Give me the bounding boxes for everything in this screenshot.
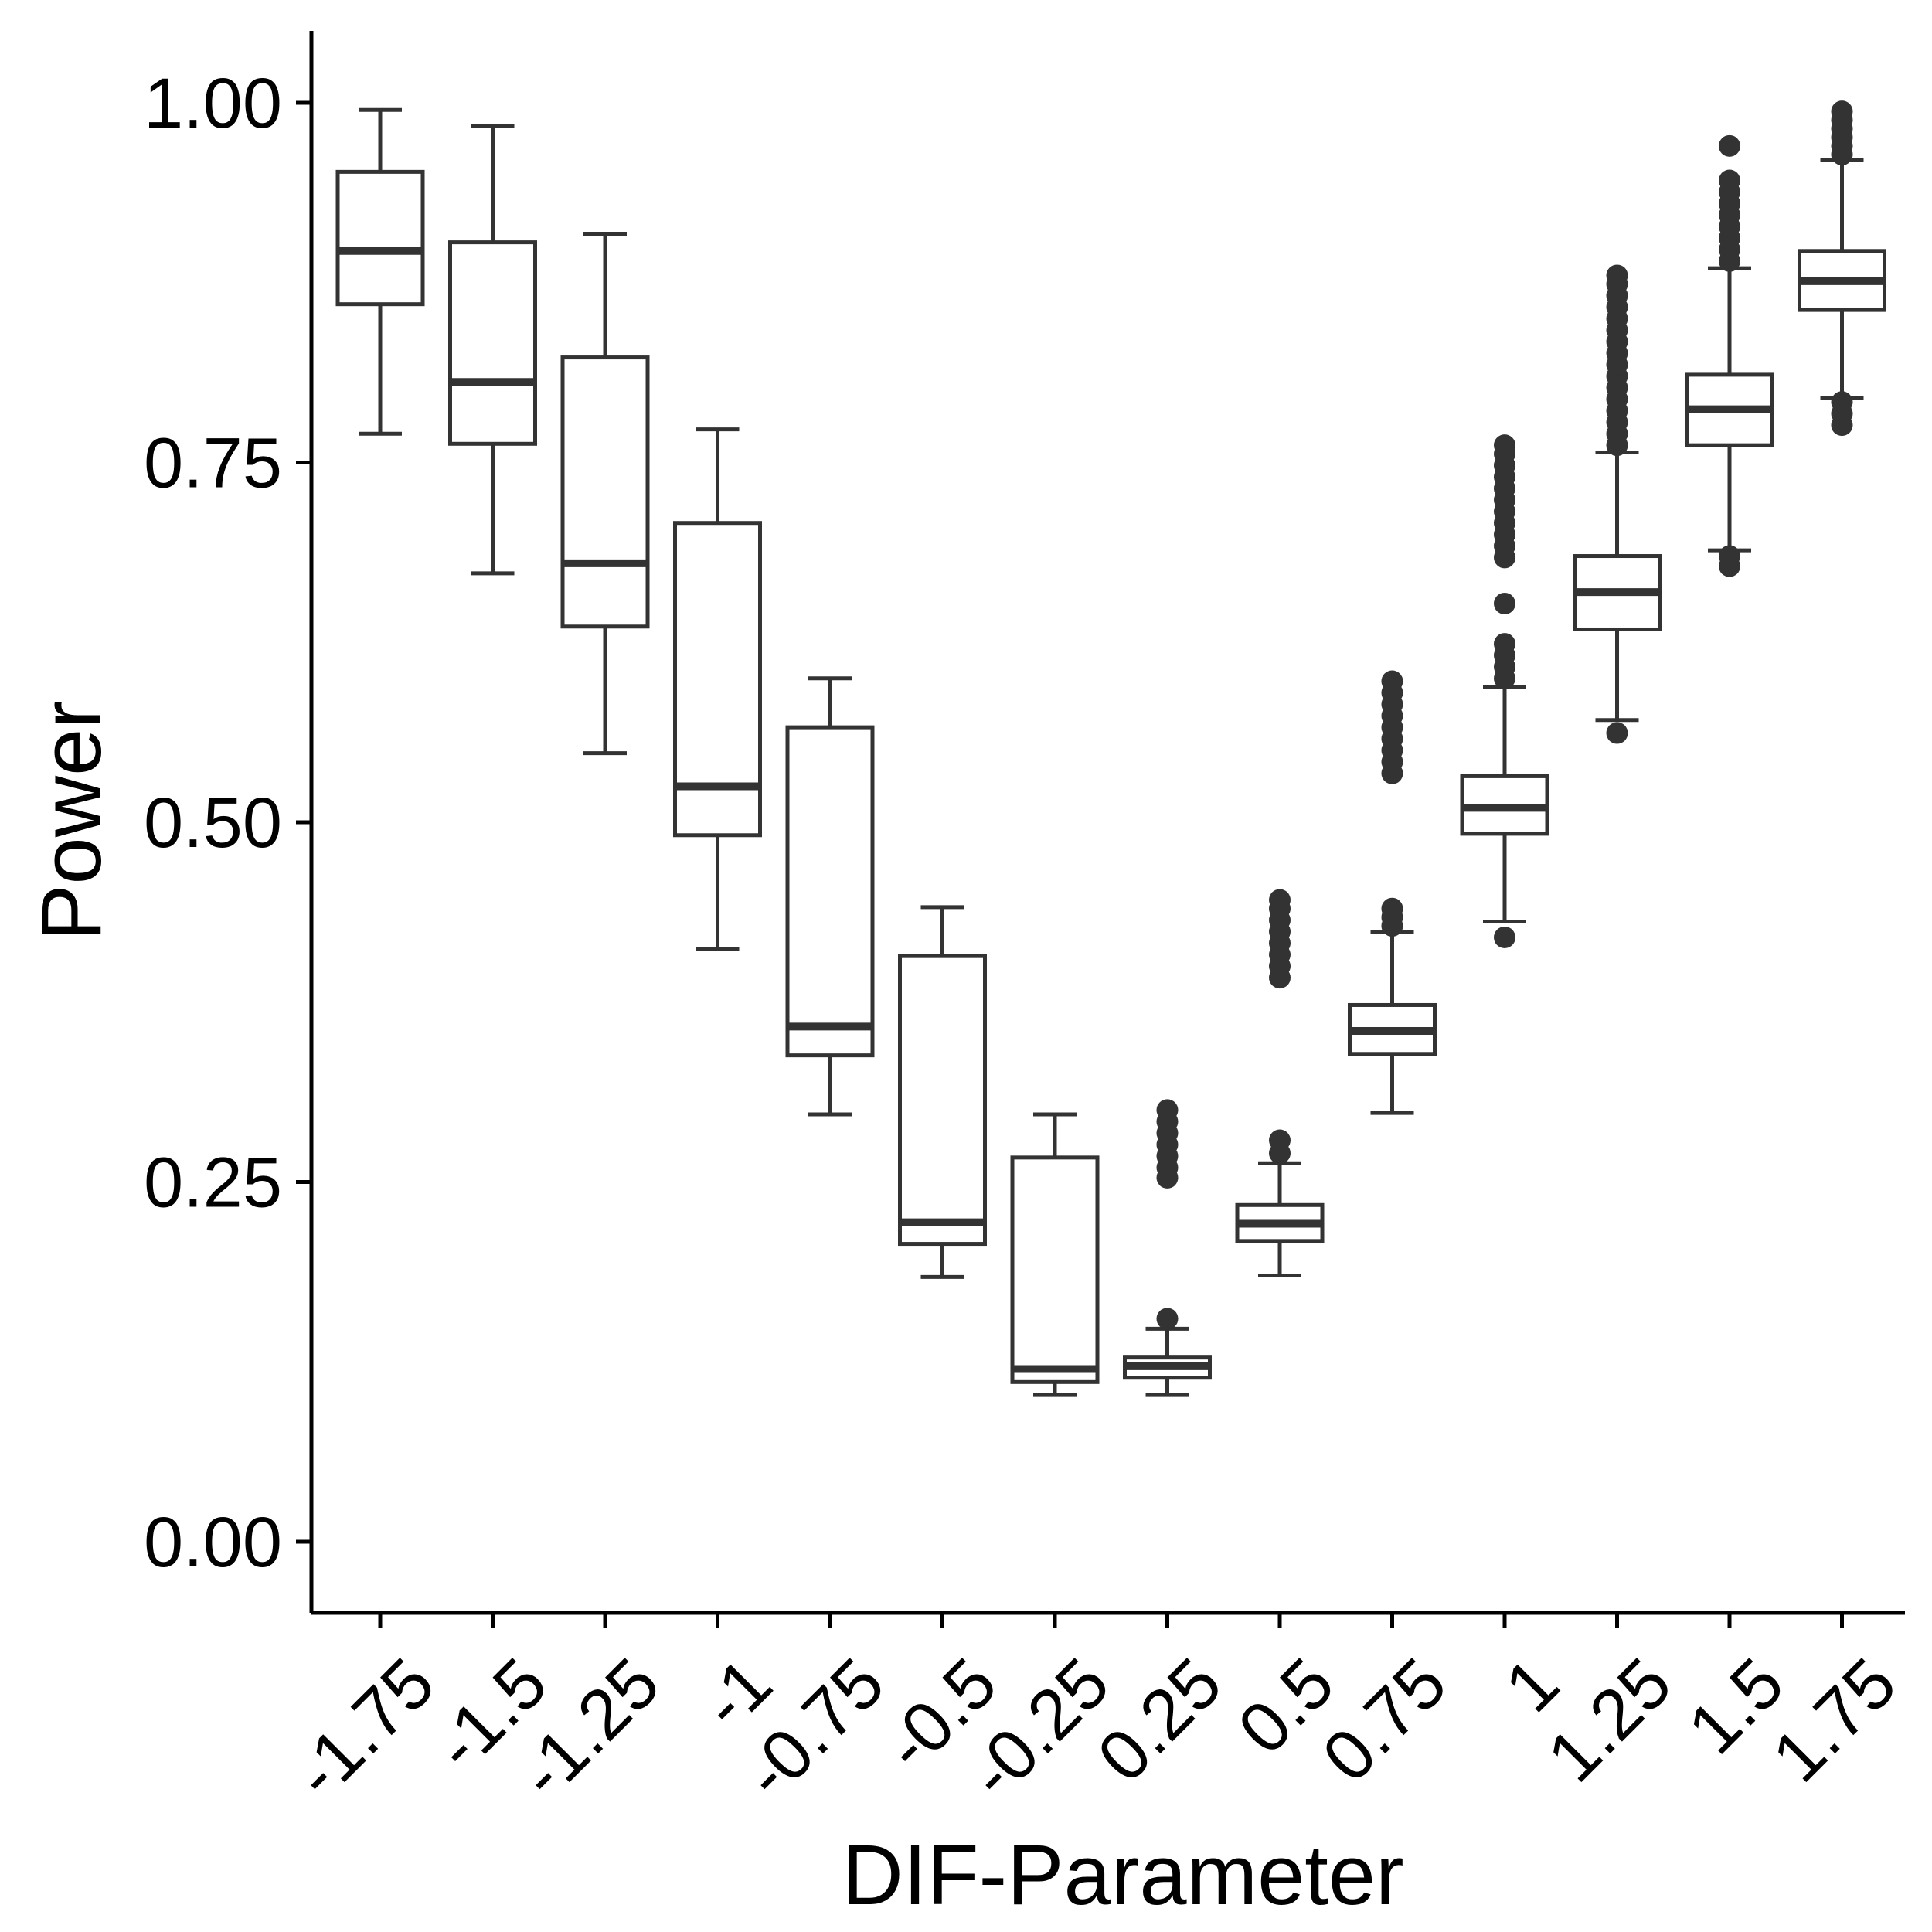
outlier-point [1381,670,1403,692]
box-group-0 [335,107,425,436]
box-group-13 [1798,100,1886,437]
outlier-point [1269,889,1291,911]
y-tick-label: 0.00 [144,1503,282,1582]
y-axis: 0.00 0.25 0.50 0.75 1.00 [144,31,314,1613]
x-axis-title: DIF-Parameter [842,1828,1403,1923]
box-group-11 [1573,264,1662,744]
outlier-point [1269,1129,1291,1151]
y-tick-label: 0.25 [144,1144,282,1223]
box-group-6 [1010,1112,1100,1397]
outlier-point [1156,1099,1179,1121]
x-tick-label: 0.75 [1308,1644,1461,1798]
y-tick-label: 1.00 [144,64,282,143]
box-group-1 [448,124,537,576]
y-tick-label: 0.50 [144,784,282,862]
box-iqr [898,954,987,1247]
outlier-point [1719,545,1740,567]
x-tick-label: 1.75 [1757,1644,1911,1798]
box-iqr [1010,1155,1100,1384]
outlier-point [1606,722,1628,744]
box-group-10 [1460,434,1549,948]
plot-area [335,100,1886,1397]
box-group-12 [1685,134,1774,577]
box-group-5 [898,905,987,1279]
box-iqr [785,725,875,1058]
box-group-8 [1235,889,1325,1278]
outlier-point [1606,264,1628,287]
box-group-2 [560,231,650,756]
x-tick-label: 0.25 [1083,1644,1236,1798]
outlier-point [1494,633,1515,655]
outlier-point [1494,592,1515,614]
outlier-point [1719,134,1740,157]
outlier-point [1831,100,1853,123]
outlier-point [1381,897,1403,920]
box-iqr [560,355,650,629]
x-tick-label: 1.25 [1532,1644,1686,1798]
outlier-point [1494,926,1515,948]
box-iqr [335,169,425,307]
outlier-point [1156,1308,1179,1330]
x-axis: -1.75-1.5-1.25 -1-0.75-0.5-0.250.250.50.7… [279,1611,1911,1814]
outlier-point [1831,391,1853,413]
box-group-3 [673,427,762,951]
y-tick-label: 0.75 [144,424,282,503]
box-group-7 [1123,1099,1212,1397]
outlier-point [1494,434,1515,457]
y-axis-title: Power [24,700,119,941]
box-group-9 [1348,670,1437,1115]
box-iqr [448,240,537,446]
outlier-point [1719,169,1740,192]
box-group-4 [785,676,875,1117]
